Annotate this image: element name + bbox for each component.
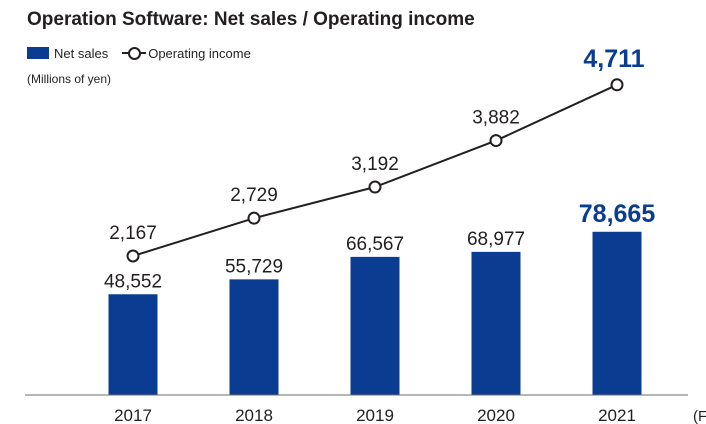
operating-income-legend-marker [122, 46, 147, 60]
unit-label: (Millions of yen) [27, 72, 112, 86]
net-sales-label-2019: 66,567 [346, 234, 404, 255]
x-tick-label-2017: 2017 [114, 406, 152, 424]
legend: Net sales Operating income [27, 45, 251, 61]
operating-income-point-2018 [247, 211, 261, 225]
operating-income-legend-label: Operating income [148, 45, 251, 61]
net-sales-label-2018: 55,729 [225, 256, 283, 277]
net-sales-legend-swatch [27, 47, 49, 59]
operating-income-point-2017 [126, 249, 140, 263]
operating-income-point-2021 [610, 78, 624, 92]
x-tick-label-2020: 2020 [477, 406, 515, 424]
chart-title: Operation Software: Net sales / Operatin… [27, 9, 475, 30]
net-sales-legend-label: Net sales [54, 45, 109, 61]
net-sales-label-2017: 48,552 [104, 271, 162, 292]
net-sales-bar-2018 [229, 279, 279, 395]
net-sales-bar-2020 [471, 251, 521, 395]
operating-income-label-2018: 2,729 [230, 185, 278, 206]
operating-income-point-2019 [368, 180, 382, 194]
net-sales-label-2021: 78,665 [579, 200, 656, 228]
operating-income-point-2020 [489, 134, 503, 148]
operating-income-label-2021: 4,711 [583, 45, 644, 73]
x-tick-label-2019: 2019 [356, 406, 394, 424]
net-sales-label-2020: 68,977 [467, 229, 525, 250]
net-sales-bar-2019 [350, 256, 400, 395]
fiscal-year-label: (F [693, 408, 706, 424]
operating-income-label-2017: 2,167 [109, 223, 157, 244]
x-tick-label-2018: 2018 [235, 406, 273, 424]
operating-income-label-2020: 3,882 [472, 108, 520, 129]
net-sales-bar-2017 [108, 294, 158, 395]
operating-income-label-2019: 3,192 [351, 154, 399, 175]
x-tick-label-2021: 2021 [598, 406, 636, 424]
net-sales-bar-2021 [592, 231, 642, 395]
